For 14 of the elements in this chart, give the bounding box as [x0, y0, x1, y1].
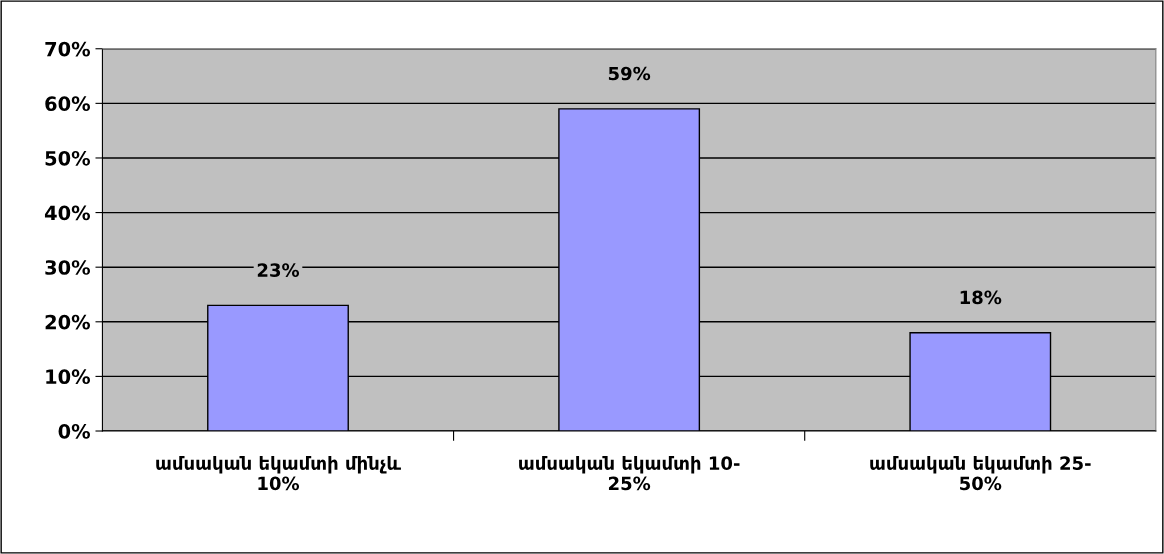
y-tick-label: 0%	[58, 423, 91, 439]
x-tick-label: ամսական եկամտի մինչև 10%	[156, 456, 401, 491]
y-tick-label: 70%	[45, 41, 91, 57]
x-tick-label: ամսական եկամտի 25- 50%	[870, 456, 1091, 491]
y-tick-label: 20%	[45, 314, 91, 330]
y-tick-label: 50%	[45, 150, 91, 166]
y-tick-label: 10%	[46, 369, 91, 385]
data-label: 23%	[257, 263, 300, 277]
data-label: 18%	[960, 290, 1002, 305]
y-tick-label: 60%	[45, 96, 91, 112]
y-tick-label: 30%	[45, 260, 91, 275]
x-tick-label: ամսական եկամտի 10- 25%	[519, 456, 740, 491]
y-tick-label: 40%	[44, 205, 91, 221]
data-label: 59%	[608, 66, 651, 81]
